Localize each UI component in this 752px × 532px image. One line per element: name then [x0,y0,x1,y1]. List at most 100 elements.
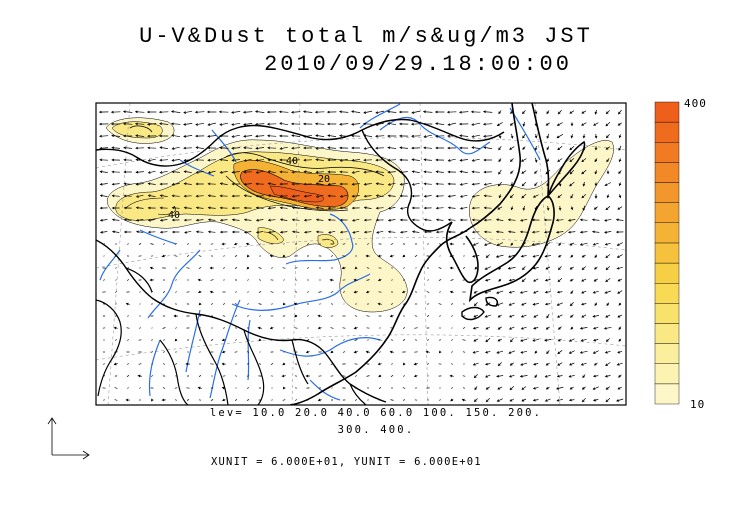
wind-vector [159,206,168,210]
wind-vector [544,302,551,306]
wind-vector [581,278,587,282]
wind-vector [161,398,166,402]
wind-vector [569,110,575,114]
wind-vector [353,350,358,354]
wind-vector [279,146,288,150]
wind-vector [507,218,516,222]
wind-vector [377,302,382,306]
wind-vector [592,398,599,402]
wind-vector [186,267,190,269]
wind-vector [618,109,622,115]
wind-vector [569,386,574,390]
wind-vector [330,291,334,293]
wind-vector [423,146,433,150]
wind-vector [199,351,201,353]
wind-vector [438,350,442,354]
wind-vector [351,110,361,113]
wind-vector [351,134,361,138]
wind-vector [474,266,478,270]
wind-vector [570,193,574,199]
wind-vector [207,170,216,174]
wind-vector [605,206,611,211]
wind-vector [557,146,563,151]
wind-vector [567,218,576,222]
wind-vector [462,387,466,389]
wind-vector [544,254,551,258]
wind-vector [363,206,372,210]
wind-vector [534,157,538,163]
wind-vector [266,122,277,126]
wind-vector [605,121,611,127]
wind-vector [339,182,348,186]
wind-vector [581,314,587,318]
wind-vector [231,134,240,138]
wind-vector [243,182,252,186]
wind-vector [435,218,444,222]
colorbar-segment [654,323,680,344]
wind-vector [258,291,262,293]
wind-vector [485,338,491,343]
wind-vector [294,399,298,401]
wind-vector [303,134,313,138]
wind-vector [315,134,325,138]
wind-vector [459,206,468,210]
wind-vector [520,350,528,354]
wind-vector [255,194,264,198]
wind-vector [207,218,216,222]
wind-vector [593,362,598,366]
wind-vector [151,339,153,341]
wind-vector [423,218,432,222]
wind-vector [545,122,550,126]
wind-vector [279,230,288,234]
wind-vector [315,182,324,186]
wind-vector [399,218,408,222]
wind-vector [159,182,168,186]
wind-vector [449,290,454,294]
wind-vector [267,218,276,222]
wind-vector [389,254,394,258]
wind-vector [386,110,397,114]
wind-vector [618,338,622,342]
wind-vector [522,146,526,150]
wind-vector [151,327,153,329]
wind-vector [125,302,130,306]
wind-vector [197,386,202,390]
wind-vector [255,134,265,138]
wind-vector [326,122,337,126]
wind-vector [447,206,456,210]
wind-vector [305,350,310,354]
wind-vector [135,206,144,210]
wind-vector [508,350,516,354]
wind-vector [243,218,252,222]
wind-vector [342,255,346,257]
wind-vector [235,339,237,341]
colorbar-segment [654,202,680,224]
wind-vector [375,194,384,198]
wind-vector [115,339,117,341]
wind-vector [438,243,442,245]
wind-vector [447,218,456,222]
wind-vector [123,194,132,198]
wind-vector [291,134,301,137]
wind-vector [570,254,574,258]
wind-vector [114,387,118,389]
wind-vector [233,242,238,246]
wind-vector [618,182,622,187]
wind-vector [555,230,564,234]
wind-vector [546,158,550,163]
wind-vector [604,290,612,294]
wind-vector [557,194,563,198]
wind-vector [150,291,154,293]
wind-vector [99,146,109,150]
wind-vector [99,134,109,138]
wind-vector [99,194,108,198]
wind-vector [484,362,491,366]
wind-vector [221,350,226,354]
wind-vector [351,158,360,162]
wind-vector [482,110,493,114]
wind-vector [317,398,322,402]
wind-vector [414,315,418,317]
wind-vector [150,243,154,245]
wind-vector [389,350,394,354]
